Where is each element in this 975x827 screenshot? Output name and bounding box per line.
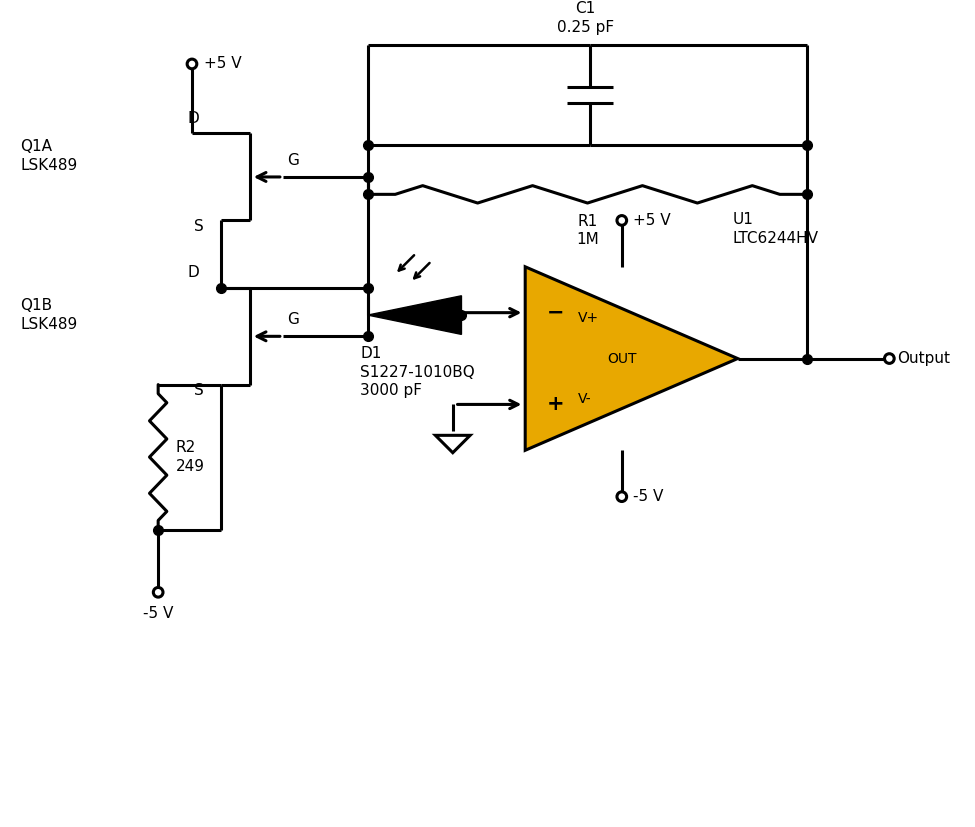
Text: R2
249: R2 249 (176, 440, 205, 474)
Text: V+: V+ (578, 311, 600, 325)
Text: D: D (187, 265, 199, 280)
Text: Q1B
LSK489: Q1B LSK489 (20, 299, 77, 332)
Text: +: + (546, 394, 565, 414)
Text: U1
LTC6244HV: U1 LTC6244HV (733, 212, 819, 246)
Text: Output: Output (897, 351, 950, 366)
Text: -5 V: -5 V (143, 606, 174, 621)
Text: R1
1M: R1 1M (576, 213, 599, 247)
Text: S: S (194, 383, 204, 398)
Text: C1
0.25 pF: C1 0.25 pF (557, 2, 613, 35)
Polygon shape (526, 267, 738, 451)
Text: D1
S1227-1010BQ
3000 pF: D1 S1227-1010BQ 3000 pF (360, 346, 475, 398)
Text: +5 V: +5 V (634, 213, 671, 228)
Polygon shape (436, 435, 470, 452)
Text: S: S (194, 218, 204, 234)
Text: −: − (546, 303, 564, 323)
Text: OUT: OUT (607, 351, 637, 366)
Text: G: G (287, 313, 298, 327)
Text: Q1A
LSK489: Q1A LSK489 (20, 139, 77, 173)
Text: V-: V- (578, 392, 592, 406)
Text: D: D (187, 111, 199, 126)
Text: G: G (287, 153, 298, 168)
Text: +5 V: +5 V (204, 56, 241, 71)
Polygon shape (368, 296, 461, 334)
Text: -5 V: -5 V (634, 489, 664, 504)
